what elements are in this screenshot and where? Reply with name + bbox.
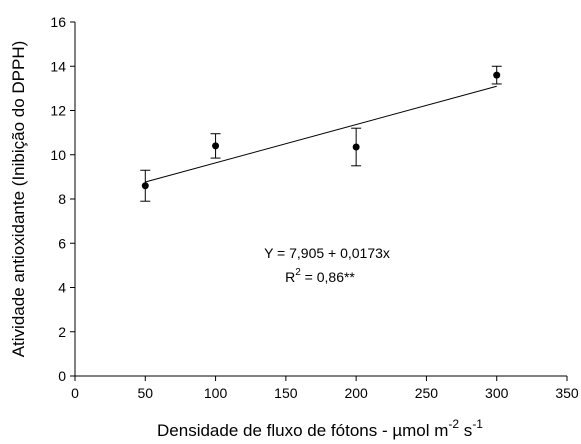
point [141,182,149,190]
fit-r2: R2 = 0,86** [285,267,355,285]
x-tick-label: 50 [137,385,153,401]
r2-text: R [285,269,295,285]
x-tick-label: 300 [485,385,509,401]
point [352,143,360,151]
x-tick-label: 150 [274,385,298,401]
y-axis-label: Atividade antioxidante (Inibição do DPPH… [9,41,28,358]
x-label-sup: -2 [448,417,459,431]
y-tick-label: 12 [50,103,66,119]
fit-line [145,85,497,183]
y-tick-label: 14 [50,58,66,74]
x-tick-label: 200 [344,385,368,401]
x-label-text: Densidade de fluxo de fótons - µmol m [157,421,448,440]
fit-equation: Y = 7,905 + 0,0173x [264,245,390,261]
x-tick-label: 250 [415,385,439,401]
r2-text: = 0,86** [301,269,356,285]
y-tick-label: 0 [58,368,66,384]
x-tick-label: 350 [555,385,579,401]
r2-sup: 2 [295,267,301,278]
y-tick-label: 4 [58,280,66,296]
point [212,142,220,150]
y-tick-label: 8 [58,191,66,207]
x-tick-label: 0 [71,385,79,401]
x-label-text: s [459,421,472,440]
point [493,71,501,79]
y-tick-label: 6 [58,235,66,251]
y-tick-label: 10 [50,147,66,163]
y-tick-label: 16 [50,14,66,30]
y-tick-label: 2 [58,324,66,340]
x-label-sup: -1 [472,417,483,431]
x-axis-label: Densidade de fluxo de fótons - µmol m-2 … [157,417,483,440]
x-tick-label: 100 [204,385,228,401]
